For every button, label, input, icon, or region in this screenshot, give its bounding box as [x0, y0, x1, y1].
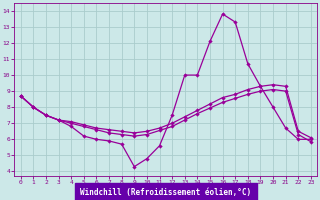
- X-axis label: Windchill (Refroidissement éolien,°C): Windchill (Refroidissement éolien,°C): [80, 188, 252, 197]
